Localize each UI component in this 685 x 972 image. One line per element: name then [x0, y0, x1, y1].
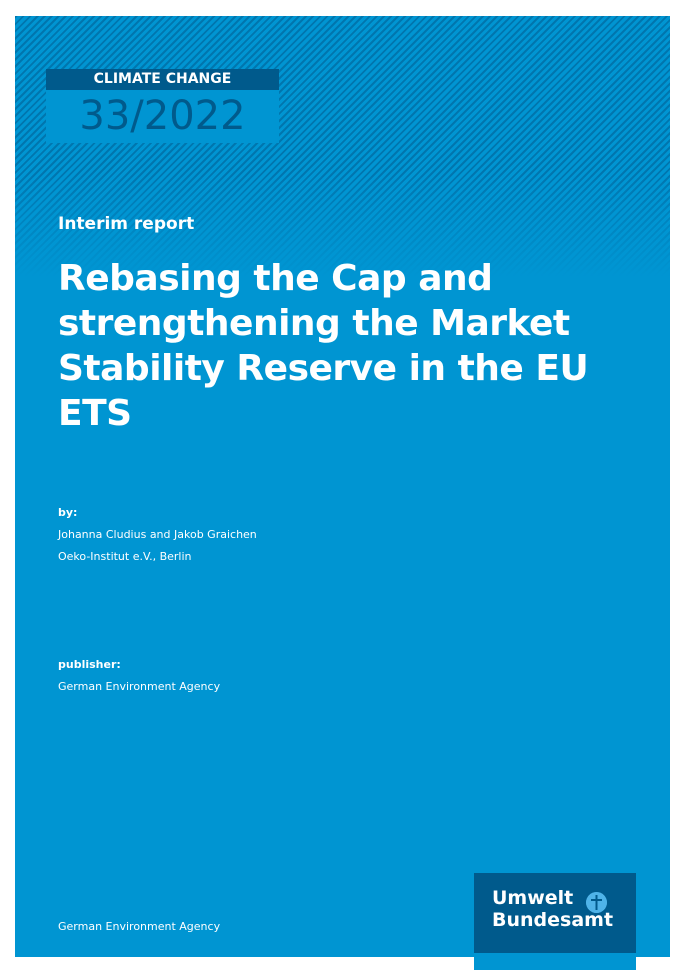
publisher-label: publisher: [58, 658, 121, 671]
uba-emblem-icon [586, 892, 607, 913]
author-names: Johanna Cludius and Jakob Graichen [58, 528, 257, 541]
footer-text: German Environment Agency [58, 920, 221, 933]
author-institution: Oeko-Institut e.V., Berlin [58, 550, 192, 563]
issue-number: 33/2022 [46, 90, 279, 143]
series-label: CLIMATE CHANGE [46, 69, 279, 90]
by-label: by: [58, 506, 78, 519]
report-type: Interim report [58, 214, 195, 234]
logo-accent [474, 953, 636, 970]
cover-page: CLIMATE CHANGE 33/2022 Interim report Re… [15, 16, 670, 970]
publisher-name: German Environment Agency [58, 680, 221, 693]
striped-pattern [15, 16, 670, 276]
authors: Johanna Cludius and Jakob Graichen Oeko-… [58, 524, 257, 568]
document-title: Rebasing the Cap and strengthening the M… [58, 258, 589, 434]
publisher-block: publisher: German Environment Agency [58, 654, 220, 698]
logo-line-2: Bundesamt [492, 909, 614, 931]
uba-logo: Umwelt Bundesamt [474, 873, 636, 953]
logo-line-1: Umwelt [492, 887, 574, 909]
